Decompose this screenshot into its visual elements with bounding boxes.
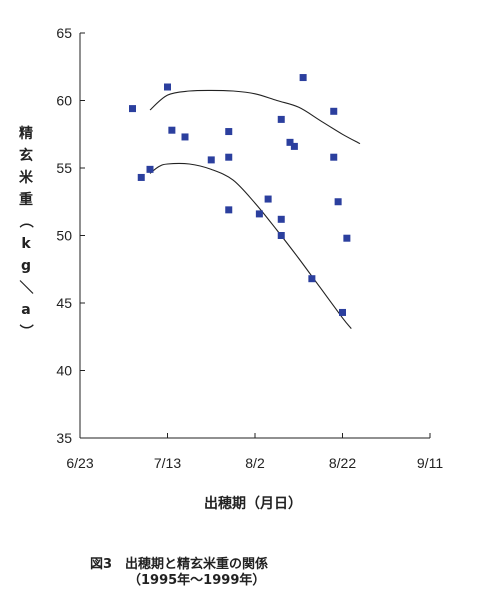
x-axis-label: 出穂期（月日） <box>204 495 302 512</box>
data-points <box>129 74 351 316</box>
data-point <box>299 74 307 82</box>
data-point <box>168 126 176 134</box>
y-axis-label-char: k <box>21 236 31 252</box>
y-ticks: 35 40 45 50 55 60 65 <box>56 25 85 446</box>
y-tick-label: 45 <box>56 295 72 311</box>
y-tick-label: 65 <box>56 25 72 41</box>
data-point <box>137 173 145 181</box>
y-axis-label-char: 重 <box>19 191 33 208</box>
y-axis-label-char: ／ <box>17 280 33 294</box>
data-point <box>286 138 294 146</box>
data-point <box>343 234 351 242</box>
data-point <box>225 128 233 136</box>
figure-caption: 図3 出穂期と精玄米重の関係 <box>90 556 268 572</box>
data-point <box>164 83 171 91</box>
data-point <box>277 232 285 239</box>
data-point <box>330 107 338 115</box>
x-tick-label: 8/2 <box>245 455 265 471</box>
y-tick-label: 60 <box>56 93 72 109</box>
y-axis-label-char: g <box>21 258 31 274</box>
x-ticks: 6/23 7/13 8/2 8/22 9/11 <box>66 433 443 471</box>
y-axis-label-char: a <box>21 302 30 318</box>
data-point <box>146 165 154 173</box>
y-tick-label: 55 <box>56 160 72 176</box>
y-axis-label-char: 精 <box>19 125 33 142</box>
x-tick-label: 7/13 <box>154 455 181 471</box>
y-tick-label: 40 <box>56 363 72 379</box>
y-axis-label: 精玄米重 （ kg ／ a ） <box>17 125 34 338</box>
data-point <box>225 153 233 161</box>
y-axis-label-char: （ <box>17 214 33 228</box>
data-point <box>255 210 263 218</box>
trend-curves <box>149 89 361 329</box>
y-axis-label-char: ） <box>17 324 33 338</box>
y-axis-label-char: 米 <box>19 169 34 186</box>
data-point <box>339 308 346 316</box>
data-point <box>225 206 233 214</box>
data-point <box>290 142 298 150</box>
data-point <box>277 215 285 223</box>
trend-curve-2 <box>149 162 352 329</box>
y-tick-label: 35 <box>56 430 72 446</box>
data-point <box>308 275 316 283</box>
y-axis-label-char: 玄 <box>19 147 33 164</box>
data-point <box>277 115 285 123</box>
y-tick-label: 50 <box>56 228 72 244</box>
x-tick-label: 9/11 <box>417 455 443 471</box>
data-point <box>334 198 342 206</box>
x-tick-label: 6/23 <box>66 455 93 471</box>
data-point <box>181 133 189 141</box>
trend-curve-1 <box>149 89 361 145</box>
data-point <box>264 195 272 203</box>
figure-caption-years: （1995年～1999年） <box>128 572 265 588</box>
data-point <box>330 153 338 161</box>
x-tick-label: 8/22 <box>329 455 356 471</box>
plot-area: 35 40 45 50 55 60 65 6/23 7/13 8/2 8/22 9/11 <box>56 25 443 471</box>
data-point <box>129 105 136 113</box>
data-point <box>207 156 215 164</box>
